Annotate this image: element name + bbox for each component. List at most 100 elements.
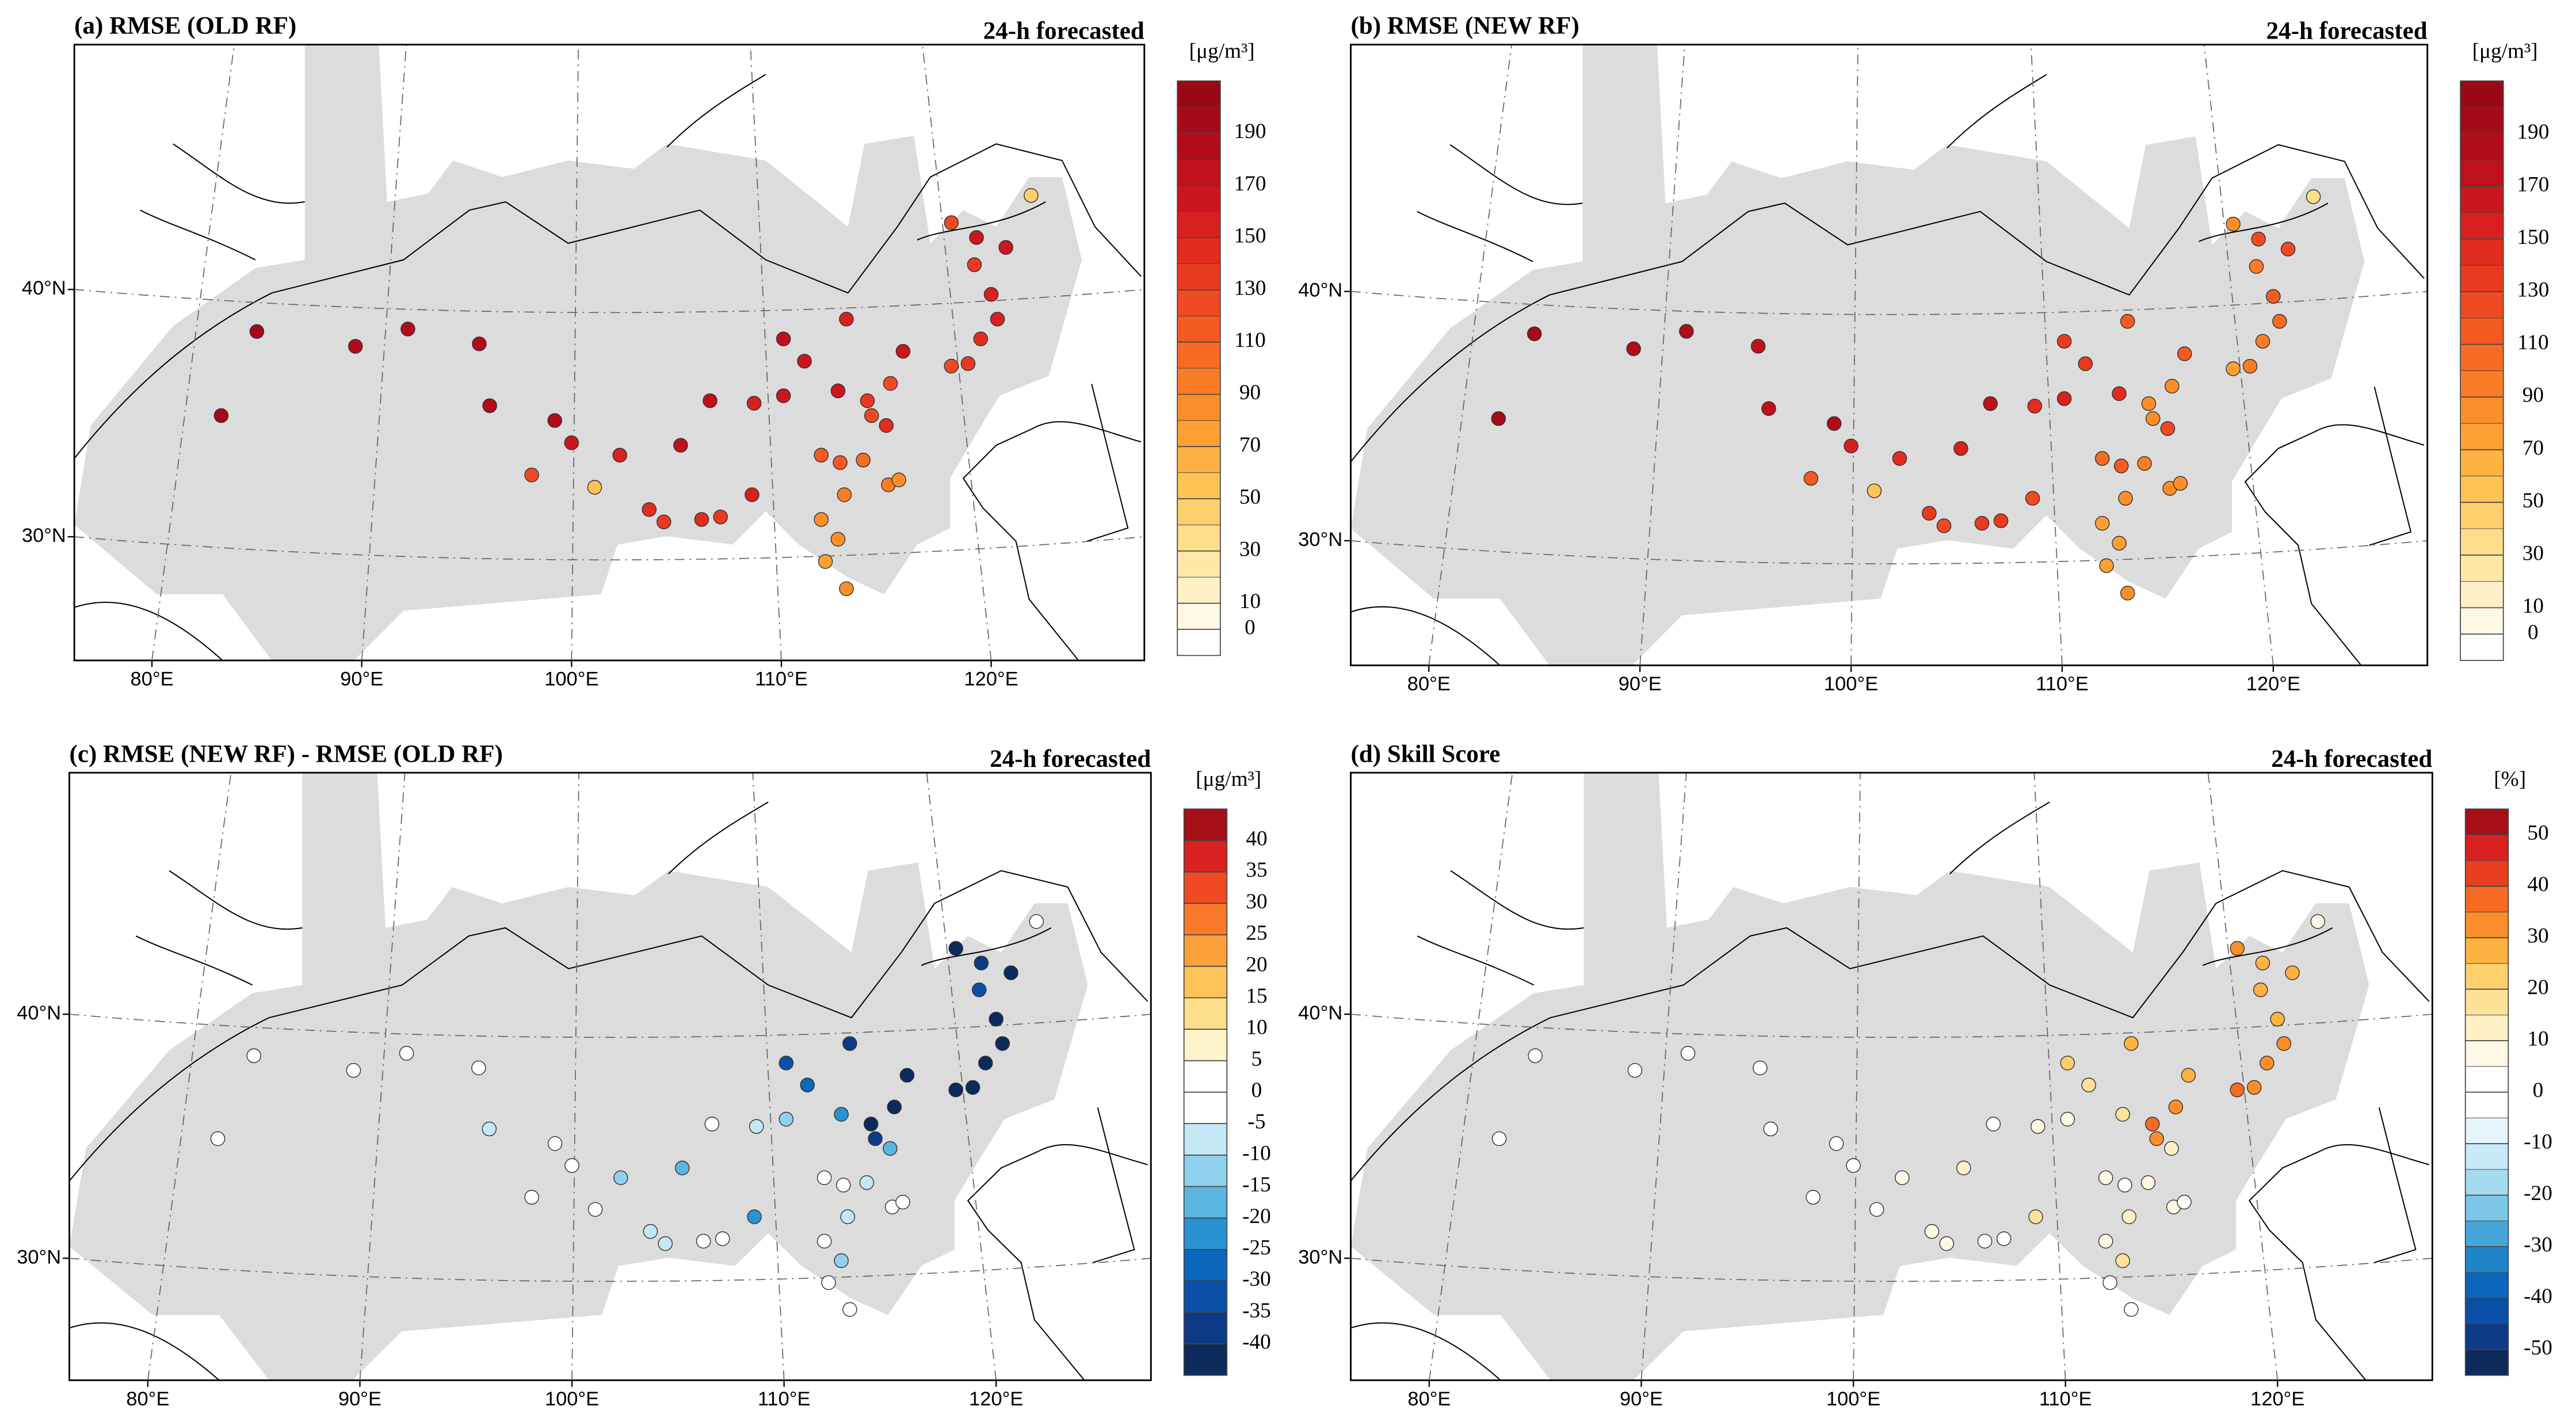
station xyxy=(400,322,415,337)
station xyxy=(899,1068,915,1083)
station xyxy=(816,1170,832,1186)
station xyxy=(643,1224,658,1239)
grid-line xyxy=(74,289,1144,314)
station xyxy=(213,408,229,423)
station xyxy=(965,1080,980,1095)
station xyxy=(2168,1099,2184,1115)
colorbar-tick-label: 0 xyxy=(2533,1079,2544,1102)
colorbar-tick-label: 50 xyxy=(2527,821,2548,845)
station xyxy=(1528,1048,1543,1063)
station xyxy=(840,1209,855,1224)
grid-line xyxy=(2203,44,2274,666)
station xyxy=(974,956,989,970)
colorbar-tick-label: -25 xyxy=(1242,1236,1271,1259)
colorbar-box xyxy=(1177,629,1221,656)
station xyxy=(842,1036,857,1051)
colorbar-tick-label: 90 xyxy=(2522,384,2544,407)
station xyxy=(1803,471,1819,486)
station xyxy=(2120,586,2135,601)
colorbar-tick-label: 10 xyxy=(1246,1016,1267,1040)
colorbar-tick-label: -40 xyxy=(1242,1331,1271,1354)
colorbar-tick-label: -30 xyxy=(1242,1267,1271,1291)
colorbar-box xyxy=(1177,576,1221,604)
colorbar-box xyxy=(1177,237,1221,264)
station xyxy=(2098,1233,2113,1249)
colorbar-tick-label: 70 xyxy=(2522,436,2544,460)
station xyxy=(2094,451,2110,466)
colorbar-box xyxy=(1177,106,1221,133)
x-tick-label: 80°E xyxy=(1407,673,1451,695)
grid-line xyxy=(359,773,406,1381)
station xyxy=(1844,438,1858,454)
station xyxy=(971,982,987,998)
x-tick-label: 110°E xyxy=(758,1388,811,1410)
grid-line xyxy=(147,773,232,1381)
station xyxy=(1846,1158,1861,1173)
station xyxy=(944,358,959,374)
station xyxy=(658,1236,673,1251)
grid-line xyxy=(69,1258,1151,1282)
station xyxy=(839,311,854,327)
colorbar-box xyxy=(2465,860,2509,886)
colorbar-box xyxy=(1184,1312,1227,1344)
grid-line xyxy=(750,44,782,661)
station xyxy=(868,1131,883,1147)
colorbar-box xyxy=(1177,342,1221,369)
colorbar-tick-label: -40 xyxy=(2524,1285,2552,1308)
station xyxy=(830,383,846,399)
colorbar-tick-label: -20 xyxy=(1242,1205,1271,1228)
station xyxy=(834,1107,849,1122)
colorbar-box xyxy=(1177,394,1221,421)
colorbar-box xyxy=(2460,212,2504,239)
colorbar-box xyxy=(1184,966,1227,998)
station xyxy=(814,448,829,463)
colorbar-tick-label: 0 xyxy=(2528,621,2539,644)
colorbar-box xyxy=(1177,289,1221,316)
station xyxy=(818,554,833,569)
station xyxy=(2121,1209,2137,1224)
station xyxy=(746,396,762,411)
colorbar-box xyxy=(1177,133,1221,160)
colorbar-tick-label: -10 xyxy=(2524,1130,2552,1154)
x-tick-label: 90°E xyxy=(340,668,383,690)
station xyxy=(2145,1117,2160,1132)
station xyxy=(814,512,829,527)
colorbar-box xyxy=(2465,1298,2509,1324)
station xyxy=(2118,491,2133,506)
station xyxy=(564,435,579,450)
station xyxy=(2081,1077,2096,1092)
grid-line xyxy=(1350,540,2428,564)
station xyxy=(2102,1275,2117,1290)
colorbar-box xyxy=(2465,1246,2509,1273)
station xyxy=(2226,216,2241,232)
station xyxy=(673,438,688,453)
colorbar-box xyxy=(1184,1155,1227,1187)
station xyxy=(948,941,963,956)
station xyxy=(1922,506,1937,521)
station xyxy=(2164,1141,2179,1156)
map-frame xyxy=(1350,771,2433,1381)
station xyxy=(944,215,959,230)
colorbar-box xyxy=(2465,1272,2509,1298)
colorbar-tick-label: 25 xyxy=(1246,922,1267,945)
station xyxy=(2112,536,2127,551)
station xyxy=(1924,1224,1940,1239)
station xyxy=(2246,1080,2262,1095)
station xyxy=(399,1046,414,1061)
station xyxy=(2181,1068,2196,1083)
colorbar-box xyxy=(1177,159,1221,186)
colorbar-tick-label: 190 xyxy=(2517,120,2549,144)
map-frame xyxy=(1350,44,2429,667)
colorbar-box xyxy=(2465,1349,2509,1376)
colorbar-box xyxy=(1184,840,1227,873)
colorbar-box xyxy=(2460,528,2504,556)
station xyxy=(967,257,982,272)
station xyxy=(1680,1046,1696,1061)
x-tick-label: 90°E xyxy=(1620,1388,1663,1410)
y-tick-label: 40°N xyxy=(1298,1002,1342,1024)
y-tick-label: 40°N xyxy=(22,277,66,299)
station xyxy=(1956,1160,1971,1176)
station xyxy=(1983,396,1998,411)
station xyxy=(2255,956,2270,970)
y-tick-label: 30°N xyxy=(1298,1246,1342,1268)
